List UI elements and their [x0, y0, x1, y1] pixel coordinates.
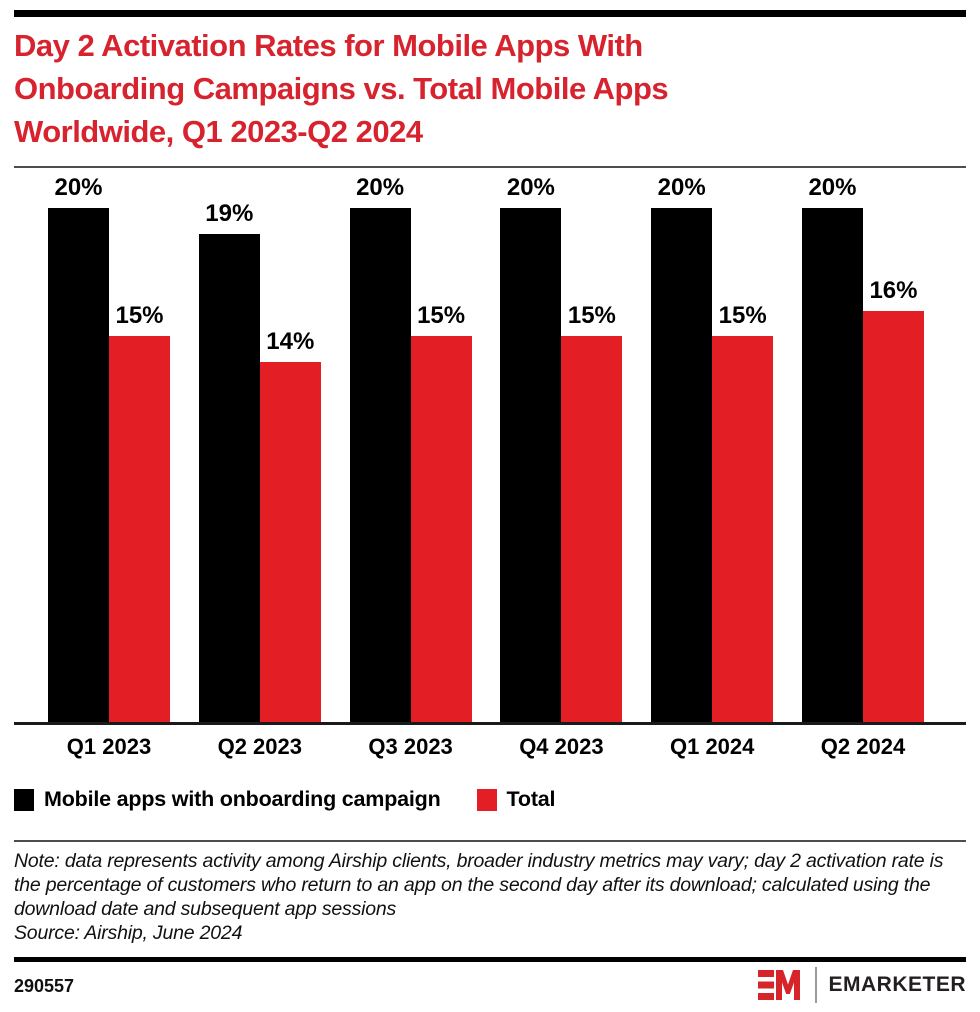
bar-total: [862, 311, 924, 722]
bar-group-q4-2023: 20% 15% Q4 2023: [500, 174, 623, 759]
bar-total: [561, 336, 623, 722]
legend-label-total: Total: [506, 787, 556, 811]
chart-title-line-2: Onboarding Campaigns vs. Total Mobile Ap…: [14, 71, 669, 106]
bar-group-q1-2024: 20% 15% Q1 2024: [651, 174, 774, 759]
note-text: Note: data represents activity among Air…: [14, 850, 944, 920]
bar-value-label-total: 15%: [567, 302, 616, 329]
legend-item-onboarding: Mobile apps with onboarding campaign: [14, 787, 441, 812]
x-axis-label: Q1 2023: [66, 734, 152, 759]
x-axis-label: Q2 2024: [820, 734, 906, 759]
bar-value-label-onboarding: 20%: [54, 174, 103, 201]
bar-onboarding: [198, 234, 260, 722]
bar-onboarding: [48, 208, 109, 722]
bar-value-label-total: 14%: [266, 328, 315, 355]
chart-title-line-3: Worldwide, Q1 2023-Q2 2024: [14, 114, 423, 149]
emarketer-logo-icon: [758, 970, 801, 1000]
bar-value-label-total: 16%: [869, 277, 918, 304]
chart-title: Day 2 Activation Rates for Mobile Apps W…: [14, 24, 964, 153]
bar-group-q2-2024: 20% 16% Q2 2024: [801, 174, 924, 759]
bar-onboarding: [801, 208, 863, 722]
bar-onboarding: [651, 208, 713, 722]
bar-total: [410, 336, 472, 722]
note-block: Note: data represents activity among Air…: [14, 849, 966, 945]
bar-value-label-total: 15%: [718, 302, 767, 329]
logo-divider: [815, 967, 818, 1003]
bar-group-q3-2023: 20% 15% Q3 2023: [349, 174, 472, 759]
chart-title-line-1: Day 2 Activation Rates for Mobile Apps W…: [14, 28, 643, 63]
legend-swatch-red: [476, 788, 497, 811]
bar-onboarding: [349, 208, 411, 722]
bar-value-label-onboarding: 20%: [506, 174, 555, 201]
legend-swatch-black: [14, 788, 34, 811]
bar-onboarding: [500, 208, 562, 722]
bar-value-label-onboarding: 20%: [657, 174, 706, 201]
top-accent-bar: [14, 10, 966, 17]
note-divider: [14, 840, 966, 842]
brand-name: EMARKETER: [828, 973, 966, 996]
bar-value-label-onboarding: 20%: [808, 174, 857, 201]
x-axis-label: Q2 2023: [217, 734, 302, 759]
brand-lockup: EMARKETER: [758, 966, 966, 1004]
legend-item-total: Total: [476, 787, 556, 812]
chart-id: 290557: [14, 976, 75, 996]
legend-label-onboarding: Mobile apps with onboarding campaign: [44, 787, 441, 811]
plot-area: 20% 15% Q1 2023 19% 14% Q2 2023 20% 15% Q3 2023 2…: [14, 174, 966, 759]
footer-accent-bar: [14, 957, 966, 962]
legend: Mobile apps with onboarding campaign Tot…: [14, 787, 556, 812]
bar-total: [259, 362, 321, 722]
bar-total: [109, 336, 170, 722]
bar-value-label-total: 15%: [417, 302, 466, 329]
title-divider: [14, 166, 966, 168]
x-axis-label: Q1 2024: [669, 734, 755, 759]
bar-value-label-total: 15%: [115, 302, 164, 329]
source-text: Source: Airship, June 2024: [14, 922, 243, 944]
bar-total: [712, 336, 774, 722]
bar-group-q2-2023: 19% 14% Q2 2023: [198, 177, 321, 759]
x-axis-label: Q4 2023: [519, 734, 604, 759]
bar-value-label-onboarding: 20%: [356, 174, 405, 201]
x-axis-label: Q3 2023: [368, 734, 453, 759]
bar-group-q1-2023: 20% 15% Q1 2023: [48, 174, 170, 759]
bar-value-label-onboarding: 19%: [205, 200, 254, 227]
